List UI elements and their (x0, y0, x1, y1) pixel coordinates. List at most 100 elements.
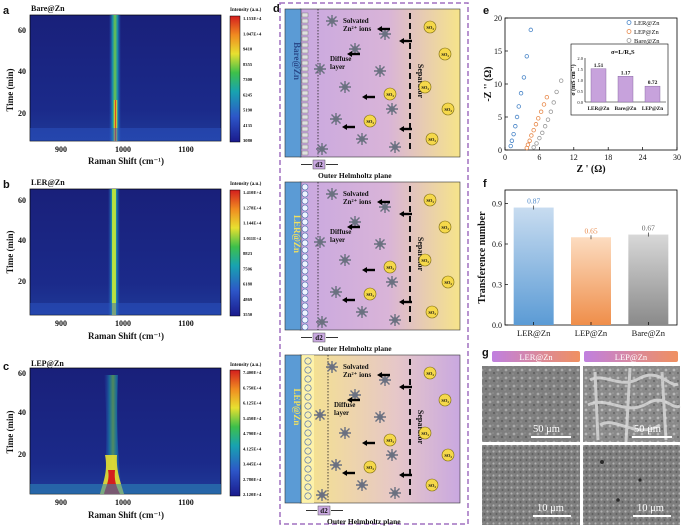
eis-ytick-label: 15 (494, 47, 502, 56)
surface-site (301, 24, 309, 30)
colorbar-tick-label: 8823 (243, 251, 253, 256)
sulfate-ion-icon (425, 132, 439, 146)
eis-legend-marker (626, 20, 632, 25)
surface-site (301, 138, 309, 144)
lep-coating-ring (304, 357, 312, 365)
colorbar-tick-label: 1.153E+4 (243, 16, 262, 21)
eis-point-lep-zn (527, 138, 532, 143)
ler-coating-ring (301, 316, 309, 324)
solvated-ion-icon (325, 14, 339, 28)
eis-legend-label: Bare@Zn (634, 38, 660, 45)
ler-coating-ring (301, 253, 309, 261)
raman-c-plot (29, 367, 222, 495)
raman-b-xtick: 1100 (178, 319, 194, 328)
ler-coating-ring (301, 246, 309, 254)
eis-point-bare-zn (554, 89, 559, 95)
sulfate-ion-icon (441, 275, 455, 289)
tn-category-label: Bare@Zn (632, 328, 666, 338)
raman-a-ytick: 40 (18, 67, 26, 76)
sulfate-ion-label: SO₄ (441, 52, 449, 57)
sem-scalebar (531, 436, 571, 438)
sulfate-ion-icon (363, 460, 377, 474)
surface-site (301, 36, 309, 42)
lep-coating-ring (304, 411, 312, 419)
sulfate-ion-label: SO₄ (441, 225, 449, 230)
sulfate-ion-icon (418, 253, 432, 267)
solvated-ion-icon (355, 132, 369, 146)
migration-arrowhead (399, 384, 404, 390)
electrode-label: LEP@Zn (292, 389, 302, 426)
raman-a-xtick: 900 (55, 145, 67, 154)
solvated-ion-icon (373, 410, 387, 424)
inset-ytick-label: 0.5 (577, 89, 583, 94)
raman-b-cb-title: Intensity (a.u.) (230, 182, 262, 187)
eis-legend-marker (626, 38, 632, 43)
surface-site (301, 48, 309, 54)
solvated-ion-icon (388, 486, 402, 500)
eis-point-bare-zn (537, 135, 542, 141)
raman-panel-b: b LER@Zn Time (min) 20 40 60 900 1000 11… (3, 178, 262, 341)
colorbar-tick-label: 5190 (243, 108, 253, 113)
sulfate-ion-icon (418, 426, 432, 440)
lep-coating-ring (304, 483, 312, 491)
sem-image-lep-high (583, 445, 680, 525)
tn-bar (628, 234, 669, 325)
solvated-ion-icon (388, 313, 402, 327)
raman-b-ytick: 60 (18, 196, 26, 205)
raman-c-ytick: 60 (18, 369, 26, 378)
surface-site (301, 84, 309, 90)
migration-arrowhead (399, 472, 404, 478)
solvated-ion-icon (329, 458, 343, 472)
tn-bar (571, 237, 611, 325)
lep-coating-ring (304, 429, 312, 437)
solvated-ion-icon (338, 253, 352, 267)
inset-category-label: LER@Zn (588, 106, 610, 112)
raman-b-peak-core (112, 189, 116, 315)
migration-arrowhead (399, 38, 404, 44)
sulfate-ion-icon (425, 305, 439, 319)
colorbar-tick-label: 2.780E+4 (243, 477, 262, 482)
raman-b-sample: LER@Zn (31, 178, 65, 187)
colorbar-tick-label: 5.450E+4 (243, 416, 262, 421)
schematic-frame (279, 2, 469, 525)
colorbar-tick-label: 2.120E+4 (243, 492, 262, 497)
sulfate-ion-label: SO₄ (428, 483, 436, 488)
colorbar-tick-label: 4869 (243, 297, 253, 302)
eis-xtick-label: 24 (639, 153, 647, 162)
eis-point-ler-zn (516, 104, 521, 109)
tn-ytick-label: 0.9 (492, 200, 502, 209)
diffuse-layer-label-2: layer (334, 409, 349, 417)
surface-site (301, 96, 309, 102)
solvated-ions-label-2: Zn²⁺ ions (343, 25, 371, 33)
sem-scale-ler-bottom: 10 μm (537, 503, 564, 514)
zn-electrode (284, 181, 302, 331)
colorbar-tick-label: 1.047E+4 (243, 31, 262, 36)
solvated-ion-icon (388, 140, 402, 154)
migration-arrowhead (362, 440, 367, 446)
sulfate-ion-label: SO₄ (386, 265, 394, 270)
sulfate-ion-label: SO₄ (426, 198, 434, 203)
eis-point-bare-zn (540, 130, 545, 136)
solvated-ions-label-2: Zn²⁺ ions (343, 371, 371, 379)
eis-point-lep-zn (541, 102, 547, 107)
panel-letter-d: d (273, 3, 280, 15)
eis-point-bare-zn (548, 109, 554, 114)
raman-a-cb-title: Intensity (a.u.) (230, 8, 262, 13)
sem-scalebar (533, 515, 571, 517)
ler-coating-ring (301, 190, 309, 198)
solvated-ion-icon (313, 62, 327, 76)
eis-ytick-label: 20 (494, 14, 502, 23)
sulfate-ion-label: SO₄ (386, 438, 394, 443)
migration-arrowhead (347, 224, 352, 230)
surface-site (301, 126, 309, 132)
outer-helmholtz-label: Outer Helmholtz plane (318, 171, 392, 180)
panel-letter-e: e (483, 5, 489, 17)
d2-box (317, 505, 331, 516)
raman-c-base (30, 484, 221, 494)
migration-arrowhead (347, 51, 352, 57)
sem-label-bar-ler (492, 351, 580, 362)
d2-label: d2 (320, 507, 328, 515)
panel-letter-c: c (3, 361, 9, 373)
raman-a-ytick: 60 (18, 26, 26, 35)
